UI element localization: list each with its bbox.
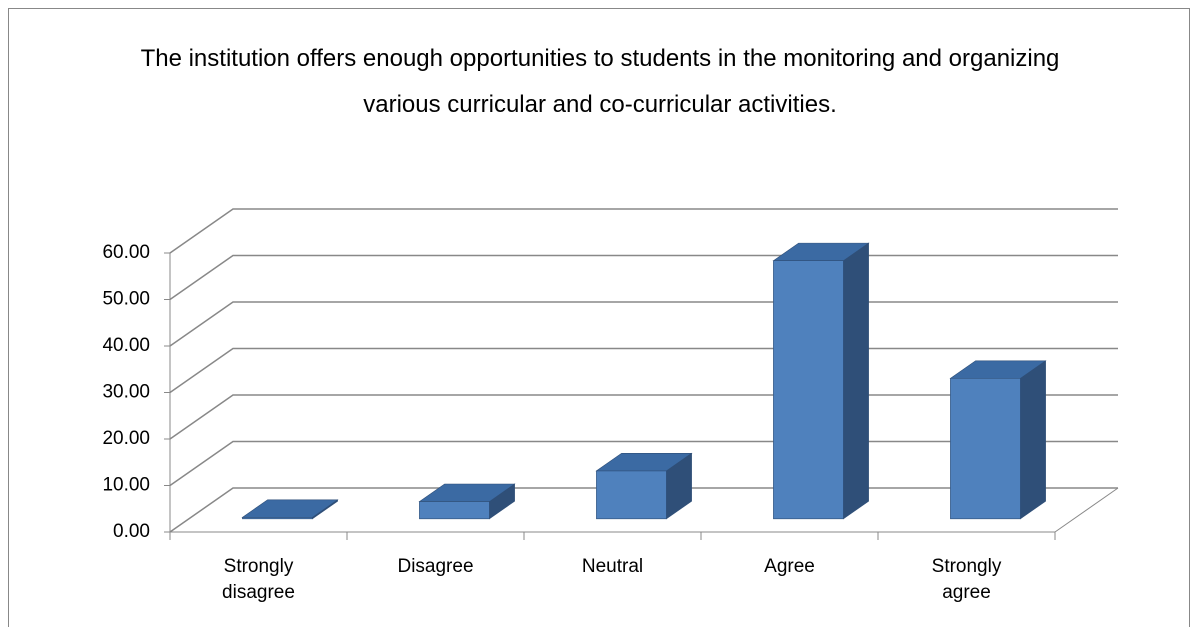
chart-border (8, 8, 1190, 627)
bar (949, 360, 1047, 520)
bar-front (419, 501, 490, 520)
x-tick-label: Neutral (581, 556, 644, 577)
floor-edge (1054, 487, 1119, 533)
grid-line (169, 254, 1118, 301)
bar-side (1020, 360, 1046, 520)
bar (595, 452, 693, 520)
y-tick-label: 40.00 (102, 335, 150, 356)
y-tick-label: 0.00 (113, 521, 150, 542)
bar-front (242, 517, 313, 520)
grid-line (169, 301, 1118, 347)
bar-front (596, 470, 667, 520)
x-tick-label: Agree (764, 556, 815, 577)
bar (418, 483, 516, 520)
x-tick-label: Disagree (397, 556, 474, 577)
grid-line (169, 208, 1118, 254)
bar (772, 242, 870, 520)
y-tick-label: 10.00 (102, 475, 150, 496)
bar-front (950, 378, 1021, 520)
y-tick-label: 20.00 (102, 428, 150, 449)
bar (241, 499, 339, 520)
x-tick-label: Strongly disagree (222, 556, 295, 603)
bar-top (241, 499, 339, 518)
y-tick-label: 50.00 (102, 289, 150, 310)
y-tick-label: 60.00 (102, 242, 150, 263)
bar-front (773, 260, 844, 520)
chart-title: The institution offers enough opportunit… (140, 45, 1060, 118)
x-tick-label: Strongly agree (931, 556, 1002, 603)
bar-side (843, 242, 869, 520)
y-tick-label: 30.00 (102, 382, 150, 403)
